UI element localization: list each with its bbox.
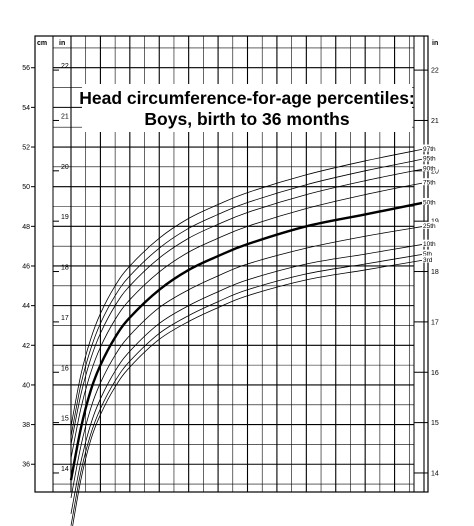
in-tick-label-right: 18 <box>431 269 439 276</box>
in-tick-label-right: 22 <box>431 68 439 75</box>
cm-tick-label: 56 <box>22 65 30 72</box>
cm-tick-label: 46 <box>22 263 30 270</box>
label-bg-10th <box>422 239 438 247</box>
cm-tick-label: 50 <box>22 184 30 191</box>
percentile-label-50th: 50th <box>423 199 436 206</box>
in-tick-label-right: 15 <box>431 420 439 427</box>
in-tick-label-left: 16 <box>61 365 69 372</box>
percentile-label-5th: 5th <box>423 251 432 258</box>
in-unit-label-right: in <box>432 40 438 47</box>
in-tick-label-right: 20 <box>431 168 439 175</box>
percentile-curves <box>69 148 425 526</box>
curve-95th <box>70 158 425 437</box>
cm-tick-label: 48 <box>22 224 30 231</box>
in-tick-label-right: 21 <box>431 118 439 125</box>
label-bg-50th <box>422 198 438 206</box>
cm-tick-label: 40 <box>22 382 30 389</box>
label-bg-3rd <box>422 255 438 263</box>
cm-unit-label: cm <box>37 40 47 47</box>
cm-tick-label: 36 <box>22 462 30 469</box>
in-unit-label-left: in <box>59 40 65 47</box>
percentile-label-25th: 25th <box>423 223 436 230</box>
percentile-label-97th: 97th <box>423 146 436 153</box>
cm-tick-label: 44 <box>22 303 30 310</box>
cm-tick-label: 54 <box>22 105 30 112</box>
percentile-label-3rd: 3rd <box>423 257 433 264</box>
in-tick-label-left: 18 <box>61 265 69 272</box>
percentile-label-90th: 90th <box>423 166 436 173</box>
title-box: Head circumference-for-age percentiles: … <box>79 84 415 132</box>
in-tick-label-right: 14 <box>431 470 439 477</box>
in-tick-label-left: 15 <box>61 416 69 423</box>
in-tick-label-left: 17 <box>61 315 69 322</box>
percentile-label-10th: 10th <box>423 241 436 248</box>
curve-10th <box>70 243 425 514</box>
plot-border <box>34 35 429 493</box>
curve-75th <box>70 182 425 459</box>
label-bg-5th <box>422 249 438 257</box>
label-bg-25th <box>422 221 438 229</box>
cm-tick-label: 42 <box>22 343 30 350</box>
percentile-label-95th: 95th <box>423 156 436 163</box>
curve-5th <box>70 253 425 526</box>
cm-tick-label: 52 <box>22 145 30 152</box>
chart-subtitle: Boys, birth to 36 months <box>144 109 349 129</box>
curve-25th <box>70 225 425 499</box>
label-bg-90th <box>422 164 438 172</box>
in-tick-label-right: 17 <box>431 319 439 326</box>
label-bg-95th <box>422 154 438 162</box>
curve-90th <box>70 168 425 445</box>
cm-tick-label: 38 <box>22 422 30 429</box>
percentile-label-75th: 75th <box>423 180 436 187</box>
label-bg-97th <box>422 144 438 152</box>
in-tick-label-left: 20 <box>61 164 69 171</box>
in-tick-label-left: 19 <box>61 214 69 221</box>
in-tick-label-left: 21 <box>61 113 69 120</box>
curve-50th <box>69 201 425 481</box>
curve-97th <box>70 148 425 427</box>
label-bg-75th <box>422 178 438 186</box>
in-tick-label-right: 16 <box>431 370 439 377</box>
chart-title: Head circumference-for-age percentiles: <box>79 88 415 108</box>
in-tick-label-left: 14 <box>61 466 69 473</box>
in-tick-label-left: 22 <box>61 63 69 70</box>
curve-3rd <box>72 259 425 526</box>
